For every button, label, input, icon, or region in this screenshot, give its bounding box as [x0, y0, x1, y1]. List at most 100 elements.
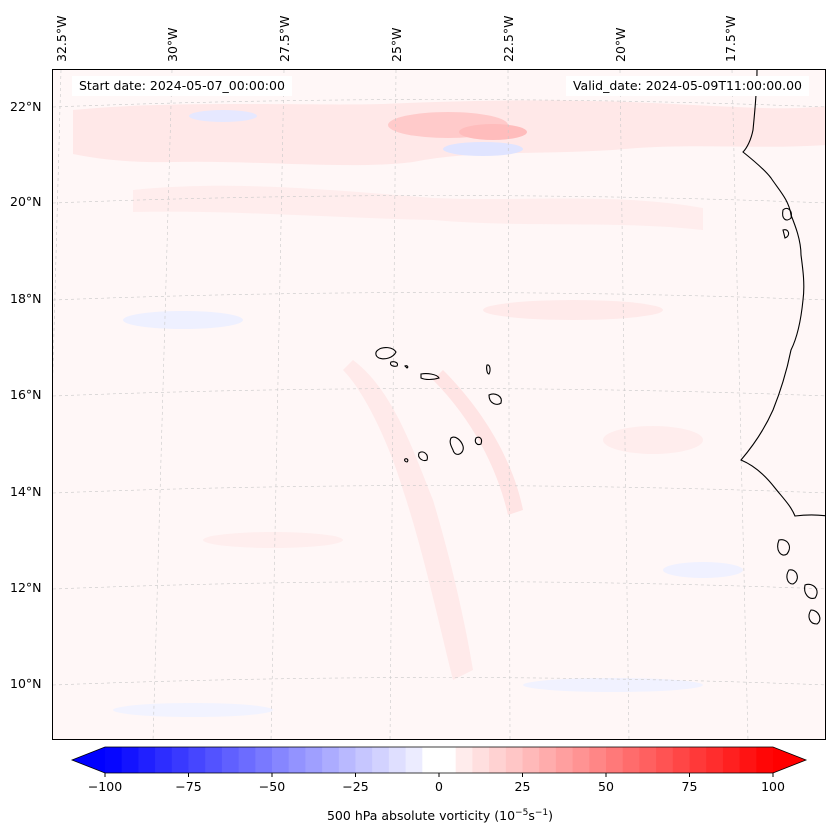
field-negative-patch-7 — [113, 703, 273, 717]
colorbar-cell — [372, 747, 390, 773]
coast-detail-banc-arguin — [782, 207, 792, 221]
start-date-box: Start date: 2024-05-07_00:00:00 — [72, 76, 292, 96]
cbar-tick-label-75: 75 — [682, 779, 698, 794]
map-panel — [52, 69, 826, 740]
colorbar-cell — [522, 747, 540, 773]
colorbar-cell — [472, 747, 490, 773]
island-fogo — [418, 451, 428, 462]
lon-label-32-5w: 32.5°W — [54, 15, 69, 62]
lat-label-20n: 20°N — [10, 194, 42, 209]
lat-label-12n: 12°N — [10, 580, 42, 595]
island-sao-vicente — [389, 361, 399, 367]
grid-lat-16n — [53, 388, 825, 397]
field-background — [53, 70, 825, 739]
field-positive-patch-5 — [203, 532, 343, 548]
colorbar-cell — [238, 747, 256, 773]
island-maio — [474, 436, 483, 446]
grid-lon-17-5w — [731, 70, 749, 739]
colorbar-extend-max — [773, 747, 806, 773]
field-positive-patch-4 — [603, 426, 703, 454]
colorbar-cell — [305, 747, 323, 773]
cbar-tick-label-m50: −50 — [259, 779, 285, 794]
colorbar-cell — [589, 747, 607, 773]
colorbar-cell — [639, 747, 657, 773]
lon-label-27-5w: 27.5°W — [277, 15, 292, 62]
vorticity-field — [53, 70, 825, 739]
cbar-tick-label-0: 0 — [435, 779, 443, 794]
coast-detail-bijagos-2 — [808, 609, 821, 625]
colorbar-extend-min — [72, 747, 105, 773]
coastlines — [375, 70, 825, 625]
colorbar-cell — [338, 747, 356, 773]
grid-lon-20w — [619, 70, 630, 739]
field-positive-core — [459, 124, 527, 140]
colorbar-cell — [205, 747, 223, 773]
coast-detail-bijagos-1 — [804, 583, 818, 599]
colorbar-cell — [505, 747, 523, 773]
field-negative-patch-8 — [523, 678, 703, 692]
colorbar: −100 −75 −50 −25 0 25 50 75 100 — [70, 746, 808, 794]
colorbar-cell — [188, 747, 206, 773]
colorbar-cell — [422, 747, 440, 773]
colorbar-cell — [322, 747, 340, 773]
colorbar-cell — [455, 747, 473, 773]
lon-label-25w: 25°W — [389, 27, 404, 62]
graticule — [53, 70, 825, 739]
colorbar-cell — [672, 747, 690, 773]
valid-date-box: Valid_date: 2024-05-09T11:00:00.00 — [565, 76, 809, 96]
colorbar-cell — [288, 747, 306, 773]
colorbar-cell — [539, 747, 557, 773]
field-positive-band-2 — [483, 300, 663, 320]
colorbar-cell — [105, 747, 123, 773]
colorbar-cell — [255, 747, 273, 773]
island-santo-antao — [375, 347, 397, 360]
field-negative-patch-3 — [123, 311, 243, 329]
grid-lat-14n — [53, 485, 825, 494]
cbar-tick-label-m25: −25 — [342, 779, 368, 794]
island-brava — [404, 458, 409, 463]
cbar-tick-label-m100: −100 — [88, 779, 122, 794]
field-negative-patch-1 — [189, 110, 257, 122]
cbar-tick-label-25: 25 — [515, 779, 531, 794]
colorbar-label-exp1: −5 — [515, 808, 529, 818]
colorbar-cell — [756, 747, 774, 773]
cbar-tick-0: 0 — [435, 773, 443, 794]
cbar-tick-100: 100 — [761, 773, 785, 794]
colorbar-label-mid: s — [528, 808, 535, 824]
colorbar-cell — [706, 747, 724, 773]
cbar-tick-25: 25 — [515, 773, 531, 794]
colorbar-cell — [155, 747, 173, 773]
colorbar-cell — [555, 747, 573, 773]
field-positive-streak-2 — [433, 370, 523, 515]
colorbar-cell — [572, 747, 590, 773]
colorbar-cell — [121, 747, 139, 773]
lon-label-22-5w: 22.5°W — [501, 15, 516, 62]
cbar-tick-label-100: 100 — [761, 779, 785, 794]
colorbar-label-suffix: ) — [548, 808, 553, 824]
colorbar-cell — [739, 747, 757, 773]
lat-label-10n: 10°N — [10, 676, 42, 691]
field-negative-patch-2 — [443, 142, 523, 156]
colorbar-cell — [388, 747, 406, 773]
grid-lon-27-5w — [270, 70, 285, 739]
field-positive-streak — [343, 360, 473, 680]
coast-detail-islet — [782, 229, 790, 239]
cbar-tick-m75: −75 — [175, 773, 202, 794]
coast-detail-gambia — [777, 539, 790, 556]
colorbar-cell — [221, 747, 239, 773]
african-coastline — [740, 70, 825, 517]
lon-label-17-5w: 17.5°W — [723, 15, 738, 62]
island-sal — [486, 364, 491, 375]
lat-label-22n: 22°N — [10, 99, 42, 114]
grid-lon-30w — [152, 70, 173, 739]
grid-lon-25w — [389, 70, 397, 739]
colorbar-cell — [439, 747, 457, 773]
coast-detail-casamance — [786, 569, 798, 585]
cbar-tick-label-m75: −75 — [175, 779, 201, 794]
map-canvas — [53, 70, 825, 739]
island-boa-vista — [488, 393, 502, 405]
grid-lat-12n — [53, 581, 825, 590]
colorbar-label-prefix: 500 hPa absolute vorticity (10 — [326, 808, 516, 824]
lat-label-18n: 18°N — [10, 291, 42, 306]
colorbar-label: 500 hPa absolute vorticity (10−5s−1) — [0, 808, 837, 823]
